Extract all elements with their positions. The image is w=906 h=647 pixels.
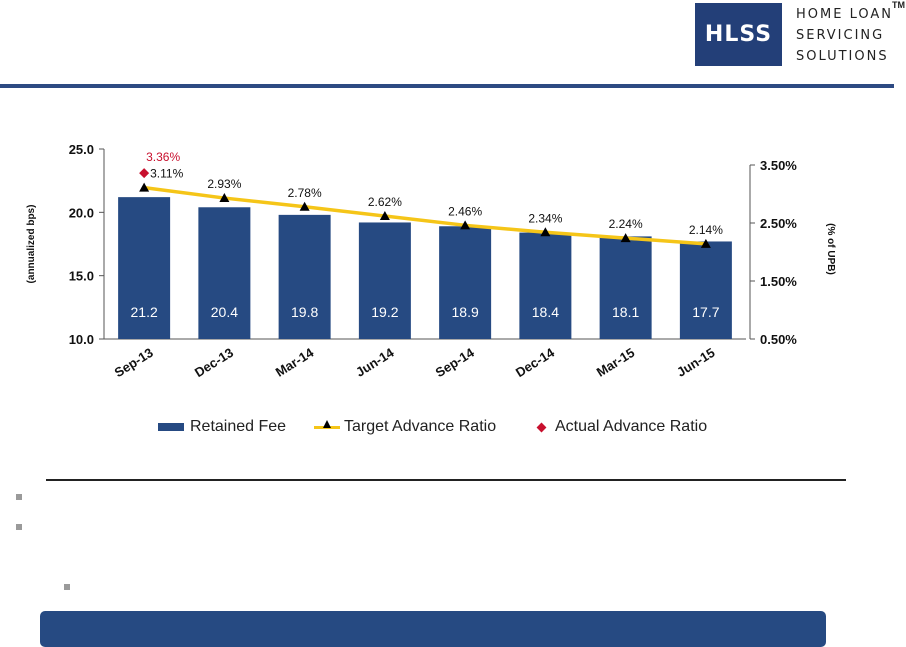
target-point-marker [379,211,390,221]
y-tick-label: 20.0 [69,205,94,220]
y2-tick-label: 1.50% [760,274,797,289]
bullet-marker-2 [16,524,22,530]
x-tick-label: Jun-15 [674,345,717,380]
y2-axis-title: (% of UPB) [825,223,836,275]
legend-label-retained-fee: Retained Fee [190,418,287,435]
target-data-label: 2.93% [207,177,241,191]
x-tick-label: Mar-14 [273,344,317,379]
trademark-symbol: TM [892,0,905,10]
x-tick-label: Sep-13 [112,345,156,380]
legend-bar-swatch [158,423,184,431]
target-point-marker [219,193,230,203]
bullet-marker-1 [16,494,22,500]
header-rule [0,84,894,88]
summary-banner [40,611,826,647]
target-data-label: 2.24% [609,217,643,231]
x-tick-label: Dec-14 [513,344,558,380]
legend-label-actual-advance-ratio: Actual Advance Ratio [555,418,708,435]
bar-data-label: 19.8 [291,304,318,320]
bar-data-label: 19.2 [371,304,398,320]
target-point-marker [540,227,551,237]
y-tick-label: 25.0 [69,142,94,157]
target-point-marker [299,201,310,211]
diamond-marker-icon [536,422,547,432]
legend-label-target-advance-ratio: Target Advance Ratio [344,418,497,435]
y2-tick-label: 2.50% [760,216,797,231]
retained-fee-bar [278,214,331,339]
x-tick-label: Sep-14 [433,344,478,380]
y-tick-label: 10.0 [69,332,94,347]
retained-fee-bar [118,197,171,339]
triangle-marker-icon [323,419,331,428]
y-tick-label: 15.0 [69,269,94,284]
logo-mark: HLSS [695,3,782,66]
bar-data-label: 20.4 [211,304,238,320]
y2-tick-label: 3.50% [760,158,797,173]
retained-fee-bar [599,236,652,339]
retained-fee-bar [198,207,251,339]
bar-data-label: 21.2 [131,304,158,320]
target-data-label: 2.62% [368,195,402,209]
logo-line-2: SERVICING [796,28,885,43]
target-point-marker [460,220,471,230]
target-point-marker [620,233,631,243]
retained-fee-bar [519,232,572,339]
target-data-label: 2.46% [448,204,482,218]
retained-fee-bar [679,241,732,339]
target-advance-ratio-line [143,185,707,246]
retained-fee-bar [358,222,411,339]
sub-bullet-marker [64,584,70,590]
section-divider [46,479,846,481]
target-point-marker [139,182,150,192]
legend-line-swatch [314,419,340,429]
retained-fee-bar [439,226,492,339]
target-data-label: 2.78% [288,186,322,200]
target-data-label: 2.14% [689,223,723,237]
bar-data-label: 18.1 [612,304,639,320]
target-point-marker [700,238,711,248]
actual-point-marker [139,168,150,179]
y2-tick-label: 0.50% [760,332,797,347]
logo-line-3: SOLUTIONS [796,49,889,64]
target-data-label: 3.11% [150,167,183,181]
legend-item-actual-advance-ratio: Actual Advance Ratio [530,418,707,436]
legend-item-retained-fee: Retained Fee [158,418,286,436]
logo-wordmark: HOME LOAN SERVICING SOLUTIONS [796,4,900,67]
bar-data-label: 18.9 [452,304,479,320]
actual-data-label: 3.36% [146,150,180,164]
bar-data-label: 18.4 [532,304,559,320]
legend-item-target-advance-ratio: Target Advance Ratio [314,418,496,436]
advance-ratio-chart: 25.0 20.0 15.0 10.0 3.50% 2.50% 1.50% 0.50% (ann… [26,142,836,380]
logo-line-1: HOME LOAN [796,7,893,22]
bar-data-label: 17.7 [692,304,719,320]
x-tick-label: Jun-14 [353,344,397,379]
y-axis-title: (annualized bps) [26,205,37,284]
x-tick-label: Mar-15 [594,345,638,380]
target-data-label: 2.34% [528,211,562,225]
x-tick-label: Dec-13 [192,345,236,380]
